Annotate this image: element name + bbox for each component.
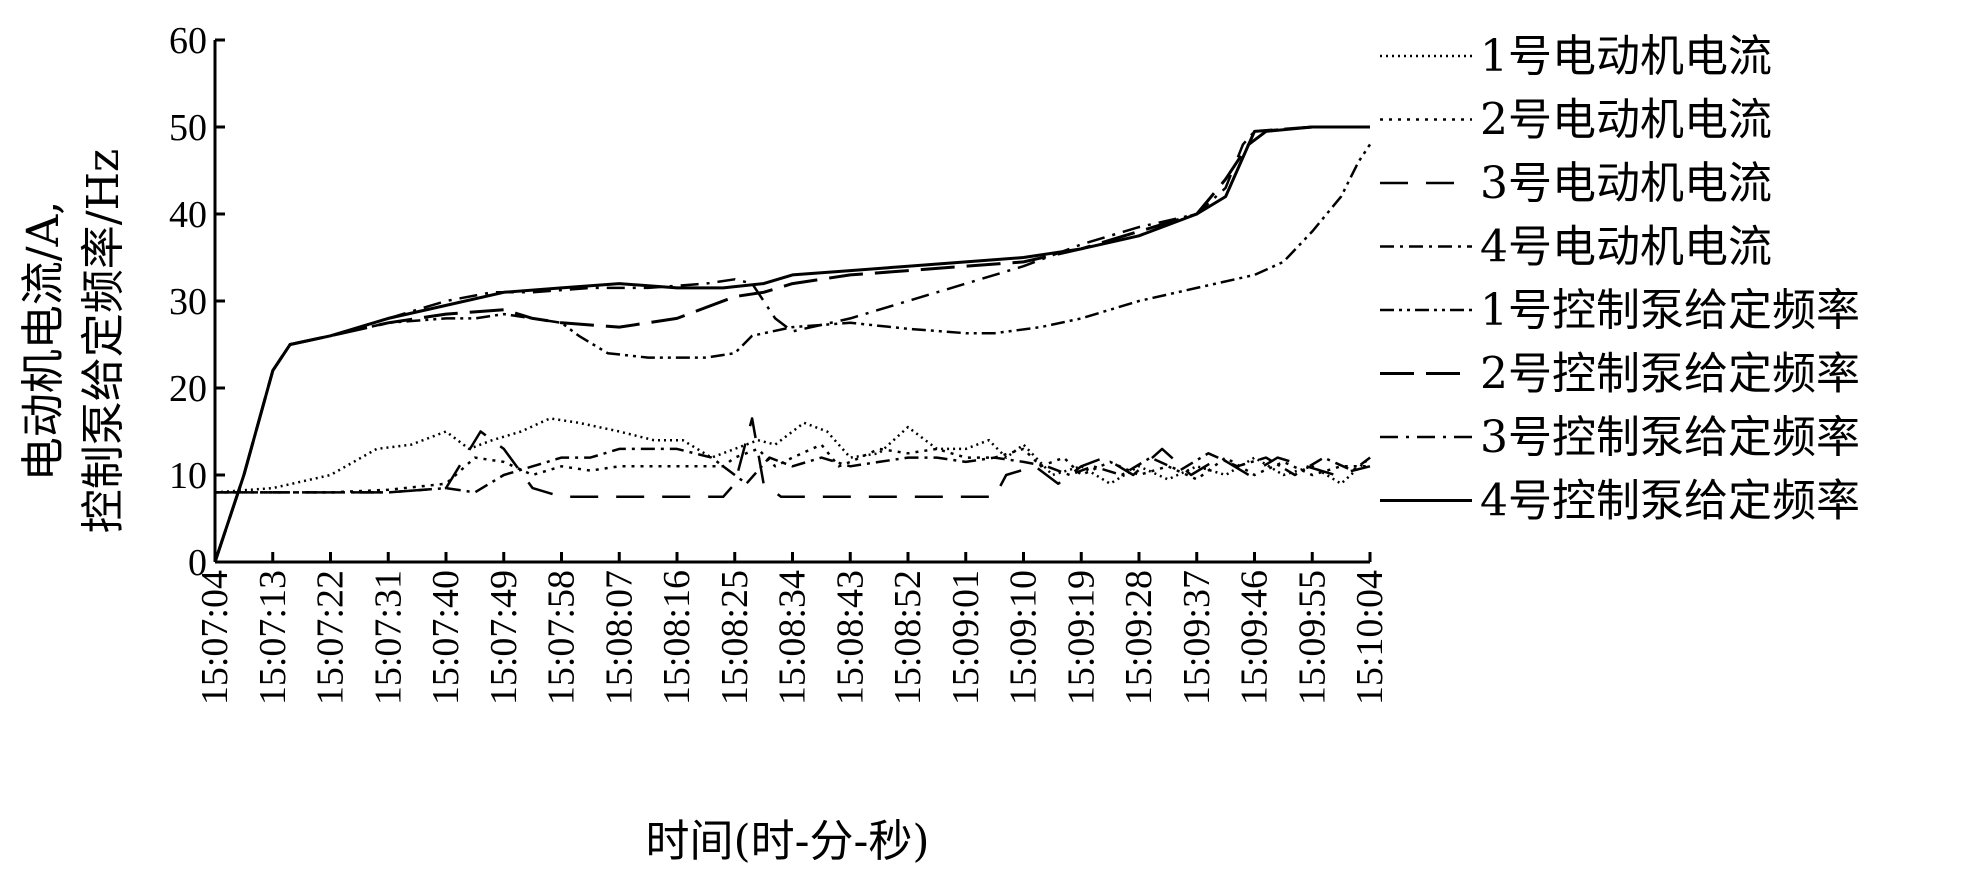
- y-tick-label: 50: [169, 107, 207, 149]
- x-tick-label: 15:08:43: [829, 570, 871, 705]
- legend: 1号电动机电流 2号电动机电流 3号电动机电流 4号电动机电流 1号控制泵给定频率 2号控…: [1380, 31, 1860, 527]
- legend-label-7: 3号控制泵给定频率: [1480, 412, 1860, 463]
- y-tick-label: 10: [169, 455, 207, 497]
- x-tick-label: 15:10:04: [1349, 570, 1391, 705]
- x-tick-label: 15:07:40: [425, 570, 467, 705]
- x-tick-label: 15:09:01: [945, 570, 987, 705]
- x-tick-label: 15:08:52: [887, 570, 929, 705]
- legend-label-4: 4号电动机电流: [1480, 222, 1772, 273]
- y-tick-label: 20: [169, 368, 207, 410]
- series-line-2: [215, 443, 1370, 494]
- legend-label-5: 1号控制泵给定频率: [1480, 285, 1860, 336]
- x-tick-label: 15:09:10: [1003, 570, 1045, 705]
- x-tick-label: 15:08:16: [656, 570, 698, 705]
- legend-label-3: 3号电动机电流: [1480, 158, 1772, 209]
- axes: 0 10 20 30 40 50 60 15:07:04 15:07:13 15:07:22 15:…: [169, 20, 1391, 705]
- series-line-4: [215, 447, 1371, 494]
- y-tick-label: 30: [169, 281, 207, 323]
- legend-label-8: 4号控制泵给定频率: [1480, 476, 1860, 527]
- y-tick-label: 40: [169, 194, 207, 236]
- x-tick-label: 15:07:04: [194, 570, 236, 705]
- x-tick-label: 15:07:13: [252, 570, 294, 705]
- x-tick-label: 15:09:55: [1291, 570, 1333, 705]
- series-line-1: [214, 417, 1371, 494]
- x-axis-title: 时间(时-分-秒): [645, 816, 929, 867]
- x-tick-label: 15:09:28: [1118, 570, 1160, 705]
- legend-label-1: 1号电动机电流: [1480, 31, 1772, 82]
- x-tick-label: 15:09:46: [1234, 570, 1276, 705]
- x-tick-label: 15:07:58: [541, 570, 583, 705]
- series-line-3: [215, 417, 1371, 499]
- series-line-5: [213, 143, 1372, 563]
- x-tick-label: 15:07:49: [483, 570, 525, 705]
- x-tick-label: 15:09:37: [1176, 570, 1218, 705]
- y-tick-label: 0: [188, 542, 207, 584]
- y-tick-label: 60: [169, 20, 207, 62]
- x-tick-label: 15:08:34: [772, 570, 814, 705]
- legend-label-6: 2号控制泵给定频率: [1480, 349, 1860, 400]
- x-tick-label: 15:07:31: [367, 570, 409, 705]
- axis-titles: 电动机电流/A, 控制泵给定频率/Hz 时间(时-分-秒): [18, 149, 930, 867]
- series-layer: [213, 125, 1372, 563]
- legend-label-2: 2号电动机电流: [1480, 95, 1772, 146]
- x-tick-label: 15:09:19: [1060, 570, 1102, 705]
- x-tick-label: 15:08:25: [714, 570, 756, 705]
- x-tick-label: 15:08:07: [598, 570, 640, 705]
- x-tick-label: 15:07:22: [310, 570, 352, 705]
- y-axis-title-line1: 电动机电流/A,: [18, 201, 69, 482]
- series-line-8: [213, 125, 1370, 563]
- y-axis-title-line2: 控制泵给定频率/Hz: [78, 149, 129, 533]
